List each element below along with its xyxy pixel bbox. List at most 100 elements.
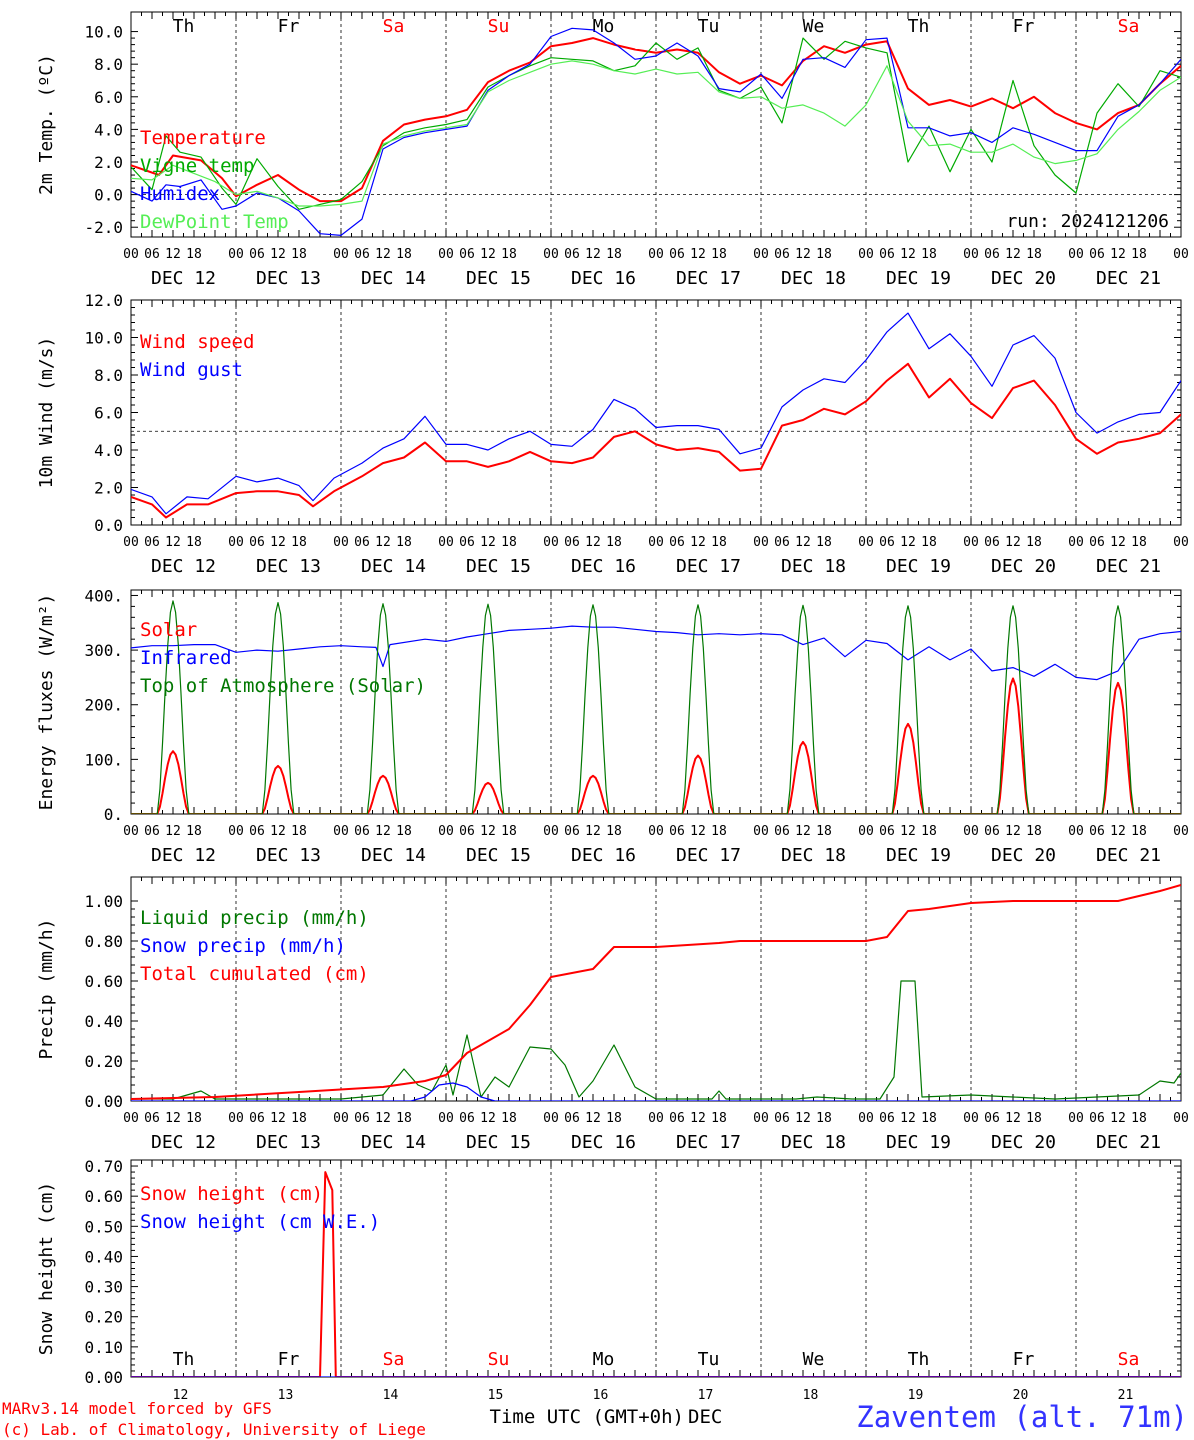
day-label: DEC 15 [466, 1132, 531, 1153]
day-label: DEC 20 [991, 556, 1056, 577]
day-label: DEC 15 [466, 556, 531, 577]
hour-tick-label: 12 [270, 1111, 286, 1126]
hour-tick-label: 06 [564, 535, 580, 550]
day-label: DEC 16 [571, 556, 636, 577]
hour-tick-label: 00 [543, 824, 559, 839]
hour-tick-label: 18 [186, 824, 202, 839]
y-tick-label: 100. [84, 750, 123, 769]
series-line-1 [131, 677, 1181, 814]
legend-label: Snow height (cm) [140, 1183, 323, 1205]
hour-tick-label: 00 [753, 247, 769, 262]
hour-tick-label: 12 [1005, 1111, 1021, 1126]
panel-5: 0.00 0.10 0.20 0.30 0.40 0.50 0.60 0.70 Snow hei… [36, 1157, 1182, 1403]
hour-tick-label: 12 [1110, 1111, 1126, 1126]
hour-tick-label: 00 [963, 247, 979, 262]
y-axis-label: 10m Wind (m/s) [36, 337, 57, 489]
day-label: DEC 17 [676, 268, 741, 289]
weekday-label: Su [488, 1349, 510, 1370]
weekday-label: Th [908, 16, 930, 37]
hour-tick-label: 00 [123, 824, 139, 839]
hour-tick-label: 06 [669, 247, 685, 262]
hour-tick-label: 12 [165, 535, 181, 550]
hour-tick-label: 00 [543, 535, 559, 550]
hour-tick-label: 06 [1089, 247, 1105, 262]
hour-tick-label: 12 [795, 535, 811, 550]
hour-tick-label: 12 [480, 824, 496, 839]
day-label: DEC 13 [256, 1132, 321, 1153]
model-credit: MARv3.14 model forced by GFS [2, 1399, 272, 1418]
day-label: DEC 12 [151, 1132, 216, 1153]
hour-tick-label: 18 [396, 247, 412, 262]
hour-tick-label: 00 [228, 1111, 244, 1126]
y-tick-label: 4.0 [94, 120, 123, 139]
series-line-3 [131, 27, 1181, 236]
hour-tick-label: 18 [396, 824, 412, 839]
hour-tick-label: 12 [585, 824, 601, 839]
hour-tick-label: 06 [354, 247, 370, 262]
series-line-2 [131, 1082, 1181, 1101]
y-tick-label: 0.0 [94, 516, 123, 535]
hour-tick-label: 18 [711, 824, 727, 839]
hour-tick-label: 00 [228, 247, 244, 262]
hour-tick-label: 06 [669, 535, 685, 550]
series-line-2 [131, 37, 1181, 210]
hour-tick-label: 06 [249, 824, 265, 839]
legend-label: Wind gust [140, 359, 243, 381]
hour-tick-label: 12 [375, 1111, 391, 1126]
hour-tick-label: 12 [795, 824, 811, 839]
y-tick-label: 10.0 [84, 23, 123, 42]
hour-tick-label: 06 [459, 535, 475, 550]
hour-tick-label: 12 [480, 1111, 496, 1126]
hour-tick-label: 18 [1026, 1111, 1042, 1126]
day-label: DEC 14 [361, 1132, 426, 1153]
day-label: DEC 12 [151, 268, 216, 289]
hour-tick-label: 12 [795, 247, 811, 262]
day-label: DEC 17 [676, 556, 741, 577]
series-group [131, 884, 1181, 1101]
hour-tick-label: 00 [648, 824, 664, 839]
y-tick-label: 0.60 [84, 972, 123, 991]
day-number-label: 12 [173, 1388, 189, 1403]
y-tick-label: 8.0 [94, 55, 123, 74]
plot-frame [130, 299, 1182, 526]
weekday-label: Th [908, 1349, 930, 1370]
weekday-label: Fr [278, 16, 300, 37]
hour-tick-label: 06 [879, 824, 895, 839]
x-axis-month: DEC [688, 1406, 722, 1428]
hour-tick-label: 00 [438, 824, 454, 839]
series-group [131, 1171, 1181, 1377]
day-label: DEC 17 [676, 1132, 741, 1153]
hour-tick-label: 06 [1089, 535, 1105, 550]
hour-tick-label: 12 [270, 247, 286, 262]
y-tick-label: 2.0 [94, 153, 123, 172]
hour-tick-label: 18 [1026, 824, 1042, 839]
hour-tick-label: 06 [459, 1111, 475, 1126]
y-tick-label: 0.00 [84, 1368, 123, 1387]
day-label: DEC 21 [1096, 1132, 1161, 1153]
hour-tick-label: 12 [585, 535, 601, 550]
y-tick-label: 0.80 [84, 932, 123, 951]
hour-tick-label: 00 [438, 247, 454, 262]
hour-tick-label: 12 [375, 824, 391, 839]
hour-tick-label: 00 [1173, 535, 1189, 550]
hour-tick-label: 06 [249, 535, 265, 550]
hour-tick-label: 00 [1068, 1111, 1084, 1126]
day-number-label: 13 [278, 1388, 294, 1403]
hour-tick-label: 00 [1068, 247, 1084, 262]
hour-tick-label: 18 [396, 1111, 412, 1126]
series-line-4 [131, 60, 1181, 207]
hour-tick-label: 00 [1173, 824, 1189, 839]
hour-tick-label: 06 [249, 1111, 265, 1126]
hour-tick-label: 18 [291, 247, 307, 262]
day-label: DEC 20 [991, 1132, 1056, 1153]
series-line-3 [131, 884, 1181, 1100]
weekday-label: Fr [1013, 16, 1035, 37]
hour-tick-label: 06 [984, 1111, 1000, 1126]
hour-tick-label: 06 [879, 535, 895, 550]
legend-label: Top of Atmosphere (Solar) [140, 675, 426, 697]
hour-tick-label: 18 [606, 824, 622, 839]
hour-tick-label: 06 [354, 1111, 370, 1126]
hour-tick-label: 12 [480, 247, 496, 262]
legend-label: Liquid precip (mm/h) [140, 907, 369, 929]
